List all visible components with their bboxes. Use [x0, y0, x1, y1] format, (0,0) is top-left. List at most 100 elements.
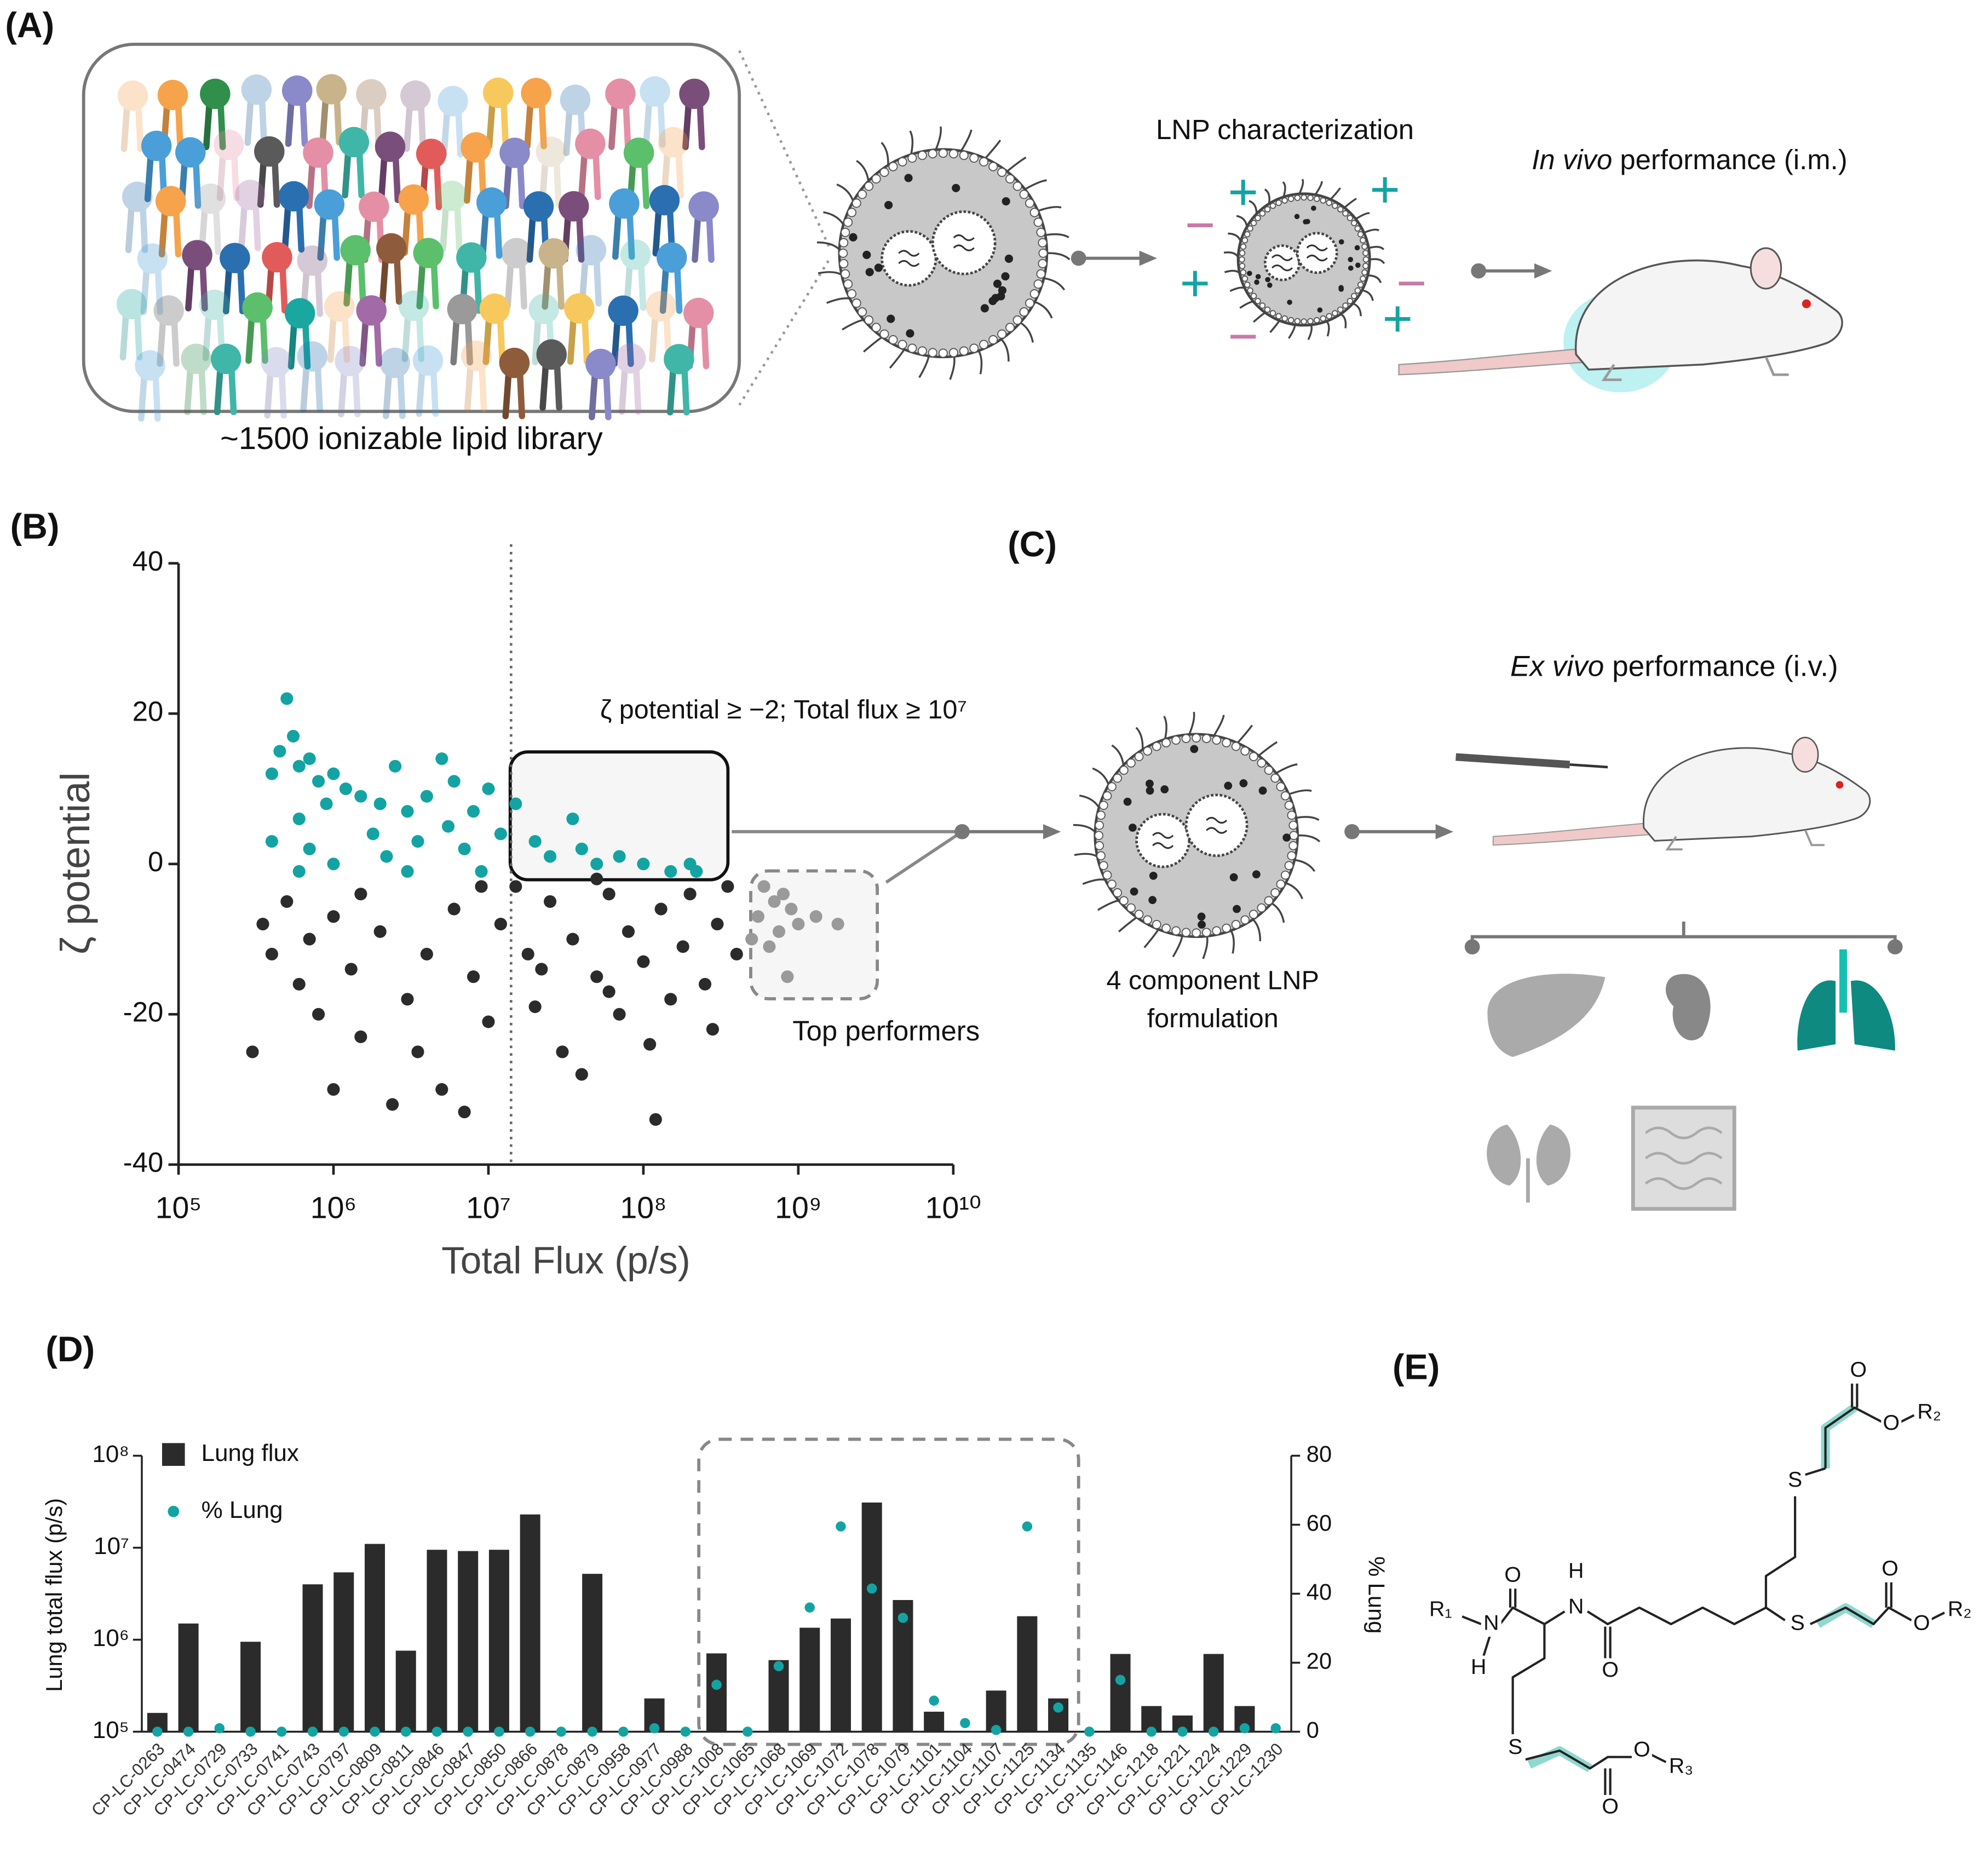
lipid-head — [1096, 851, 1106, 861]
x-axis-label: Total Flux (p/s) — [441, 1239, 691, 1281]
lipid-head — [1012, 181, 1022, 191]
lipid-head — [1038, 258, 1048, 268]
highlighted-bond — [1527, 1746, 1592, 1773]
peg — [1248, 200, 1258, 214]
scatter-point — [256, 918, 269, 931]
lipid-head — [1284, 861, 1294, 871]
bond — [1499, 1606, 1566, 1626]
legend-swatch — [162, 1443, 185, 1466]
lipid-head — [969, 343, 979, 353]
mouse-ear — [1791, 736, 1819, 773]
ionizable-lipid — [884, 200, 893, 210]
lipid-head — [576, 235, 607, 266]
lipid-head — [479, 293, 510, 324]
scatter-point — [649, 1113, 662, 1126]
lipid-tail — [416, 357, 426, 417]
lipid-head — [1264, 896, 1274, 906]
lipid — [155, 186, 186, 258]
percent-dot — [152, 1727, 163, 1737]
percent-dot — [277, 1727, 287, 1737]
lipid — [281, 75, 313, 147]
lipid-head — [864, 315, 874, 325]
lipid-head — [997, 168, 1007, 177]
lipid-head — [1351, 220, 1357, 227]
ionizable-lipid — [1002, 197, 1010, 206]
y-tick-label: -40 — [123, 1147, 164, 1178]
lipid-head — [683, 297, 714, 329]
panel-label: (A) — [5, 5, 54, 45]
lipid-head — [1152, 741, 1161, 751]
legend-label: Lung flux — [202, 1440, 299, 1466]
atom-label: O — [1882, 1556, 1898, 1580]
lipid-tail — [618, 355, 629, 415]
lipid-head — [649, 185, 680, 216]
lipid-head — [1239, 250, 1246, 256]
atom-label: N — [1483, 1610, 1499, 1635]
lipid-head — [135, 350, 165, 381]
lipid-head — [303, 137, 333, 168]
percent-dot — [183, 1727, 194, 1737]
lipid-head — [1033, 279, 1043, 289]
atom-bg — [1881, 1411, 1902, 1437]
lipid-head — [907, 153, 917, 163]
atom-label: H — [1568, 1559, 1584, 1583]
lipid-head — [447, 294, 478, 325]
lipid-head — [608, 295, 638, 326]
scatter-point — [602, 888, 615, 901]
lipid-head — [1222, 923, 1232, 933]
lipid-head — [658, 127, 688, 158]
bar — [861, 1502, 882, 1732]
atom-label: S — [1788, 1468, 1802, 1492]
lipid-head — [575, 128, 606, 159]
lipid-head — [281, 75, 313, 106]
lipid-tail — [592, 247, 602, 307]
lipid-head — [461, 340, 492, 371]
lipid — [157, 79, 188, 152]
lipid-head — [1287, 316, 1294, 324]
lipid-head — [646, 291, 676, 321]
lipid-tail — [401, 302, 412, 362]
atom-label: R₂ — [1948, 1597, 1972, 1621]
lipid-head — [1332, 203, 1338, 209]
mouse-body — [1575, 259, 1843, 371]
scatter-point — [292, 759, 306, 773]
lipid-tail — [198, 355, 207, 416]
lipid — [135, 350, 165, 422]
lipid-head — [1347, 297, 1354, 304]
lipid-head — [1012, 315, 1022, 325]
lipid-head — [1294, 194, 1301, 201]
lipid-head — [1095, 841, 1104, 850]
vesicle — [1184, 793, 1248, 858]
scatter-point — [528, 835, 542, 848]
lipid-head — [1248, 752, 1258, 762]
peg — [1298, 179, 1304, 194]
lnp — [1073, 711, 1321, 959]
text: performance (i.m.) — [1612, 144, 1847, 175]
peg — [836, 183, 854, 202]
peg — [1213, 715, 1225, 736]
lipid-head — [851, 298, 861, 308]
lipid-head — [199, 289, 230, 320]
percent-dot — [1115, 1674, 1126, 1685]
percent-dot — [370, 1727, 380, 1737]
lipid — [679, 78, 710, 151]
lipid-head — [907, 343, 917, 353]
scatter-point — [401, 805, 414, 818]
ionizable-lipid — [1233, 905, 1241, 913]
lipid-head — [338, 126, 370, 158]
lipid-head — [1134, 910, 1144, 919]
in-vivo-label: In vivo performance (i.m.) — [1532, 144, 1847, 175]
lipid-head — [879, 168, 889, 177]
percent-dot — [1022, 1521, 1033, 1532]
scatter-point — [303, 933, 316, 946]
bar — [1017, 1616, 1038, 1732]
scatter-point — [401, 993, 414, 1006]
top-performer-box — [749, 869, 879, 1000]
lipid-head — [1038, 248, 1048, 258]
ionizable-lipid — [874, 263, 883, 272]
atom-bg — [1631, 1738, 1652, 1764]
lipid-head — [456, 242, 487, 273]
lipid — [538, 238, 569, 310]
peg — [1258, 741, 1278, 757]
mouse-tail — [1492, 821, 1655, 846]
